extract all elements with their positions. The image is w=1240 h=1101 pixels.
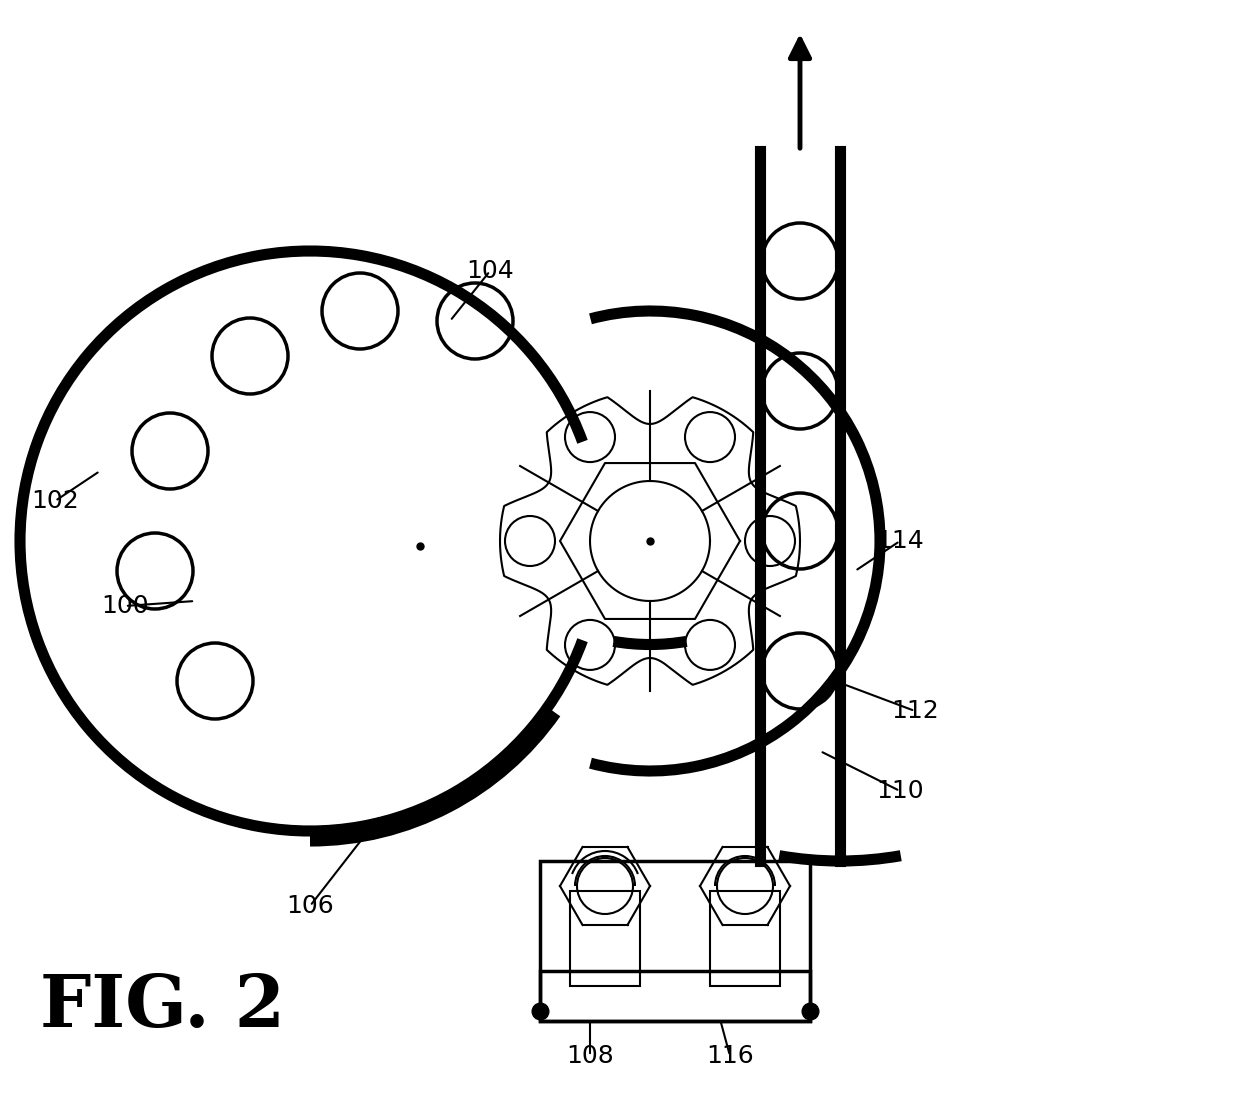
Text: 106: 106 xyxy=(286,894,334,918)
Bar xyxy=(539,861,810,1021)
Text: FIG. 2: FIG. 2 xyxy=(40,971,285,1042)
Text: 100: 100 xyxy=(102,595,149,618)
Text: 112: 112 xyxy=(892,699,939,723)
Text: 116: 116 xyxy=(706,1044,754,1068)
Bar xyxy=(711,891,780,986)
Text: 104: 104 xyxy=(466,259,513,283)
Text: 102: 102 xyxy=(31,489,79,513)
Text: 108: 108 xyxy=(567,1044,614,1068)
Bar xyxy=(539,971,810,1021)
Text: 114: 114 xyxy=(877,528,924,553)
Text: 110: 110 xyxy=(877,780,924,803)
Bar xyxy=(570,891,640,986)
